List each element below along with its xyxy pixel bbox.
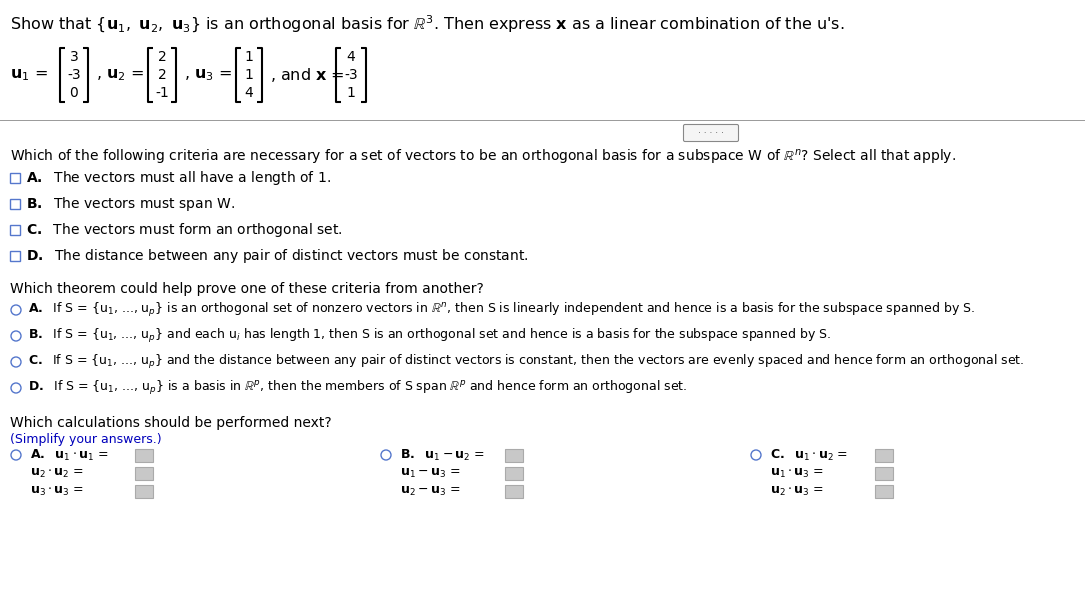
FancyBboxPatch shape: [10, 251, 20, 261]
Text: , and $\mathbf{x}$ =: , and $\mathbf{x}$ =: [270, 66, 345, 84]
FancyBboxPatch shape: [505, 484, 523, 498]
FancyBboxPatch shape: [505, 449, 523, 461]
Text: $\mathbf{C.}$  $\mathbf{u}_1 \cdot \mathbf{u}_2$ =: $\mathbf{C.}$ $\mathbf{u}_1 \cdot \mathb…: [770, 448, 848, 463]
FancyBboxPatch shape: [135, 484, 153, 498]
Circle shape: [751, 450, 761, 460]
Text: 4: 4: [244, 86, 254, 100]
Text: $\mathbf{u}_3 \cdot \mathbf{u}_3$ =: $\mathbf{u}_3 \cdot \mathbf{u}_3$ =: [30, 484, 84, 498]
Text: $\mathbf{u}_1$ =: $\mathbf{u}_1$ =: [10, 67, 48, 83]
Text: $\mathbf{B.}$  The vectors must span W.: $\mathbf{B.}$ The vectors must span W.: [26, 195, 235, 213]
Text: $\mathbf{B.}$  $\mathbf{u}_1 - \mathbf{u}_2$ =: $\mathbf{B.}$ $\mathbf{u}_1 - \mathbf{u}…: [400, 448, 485, 463]
FancyBboxPatch shape: [875, 466, 893, 480]
FancyBboxPatch shape: [875, 484, 893, 498]
Text: $\mathbf{u}_2 \cdot \mathbf{u}_3$ =: $\mathbf{u}_2 \cdot \mathbf{u}_3$ =: [770, 484, 824, 498]
Text: Which of the following criteria are necessary for a set of vectors to be an orth: Which of the following criteria are nece…: [10, 148, 956, 167]
Text: -1: -1: [155, 86, 169, 100]
Text: 1: 1: [244, 68, 254, 82]
Circle shape: [11, 383, 21, 393]
Text: $\mathbf{B.}$  If S = $\{$u$_1$, ..., u$_p$$\}$ and each u$_i$ has length 1, the: $\mathbf{B.}$ If S = $\{$u$_1$, ..., u$_…: [28, 327, 831, 345]
Text: 1: 1: [244, 50, 254, 64]
Circle shape: [11, 305, 21, 315]
Text: 1: 1: [346, 86, 356, 100]
Circle shape: [11, 357, 21, 367]
Text: $\mathbf{A.}$  The vectors must all have a length of 1.: $\mathbf{A.}$ The vectors must all have …: [26, 169, 331, 187]
Text: $\mathbf{D.}$  The distance between any pair of distinct vectors must be constan: $\mathbf{D.}$ The distance between any p…: [26, 247, 528, 265]
Text: Show that $\{\mathbf{u}_1,\ \mathbf{u}_2,\ \mathbf{u}_3\}$ is an orthogonal basi: Show that $\{\mathbf{u}_1,\ \mathbf{u}_2…: [10, 14, 844, 35]
Text: $\mathbf{u}_2 \cdot \mathbf{u}_2$ =: $\mathbf{u}_2 \cdot \mathbf{u}_2$ =: [30, 466, 84, 480]
Text: $\mathbf{u}_1 - \mathbf{u}_3$ =: $\mathbf{u}_1 - \mathbf{u}_3$ =: [400, 466, 460, 480]
FancyBboxPatch shape: [684, 124, 739, 141]
Text: 3: 3: [69, 50, 78, 64]
Text: Which theorem could help prove one of these criteria from another?: Which theorem could help prove one of th…: [10, 282, 484, 296]
FancyBboxPatch shape: [135, 449, 153, 461]
Circle shape: [11, 331, 21, 341]
Text: , $\mathbf{u}_2$ =: , $\mathbf{u}_2$ =: [95, 67, 144, 83]
Text: 4: 4: [346, 50, 356, 64]
Text: · · · · ·: · · · · ·: [698, 129, 724, 138]
Text: $\mathbf{A.}$  $\mathbf{u}_1 \cdot \mathbf{u}_1$ =: $\mathbf{A.}$ $\mathbf{u}_1 \cdot \mathb…: [30, 448, 108, 463]
FancyBboxPatch shape: [875, 449, 893, 461]
Text: $\mathbf{C.}$  If S = $\{$u$_1$, ..., u$_p$$\}$ and the distance between any pai: $\mathbf{C.}$ If S = $\{$u$_1$, ..., u$_…: [28, 353, 1024, 371]
Text: Which calculations should be performed next?: Which calculations should be performed n…: [10, 416, 332, 430]
Text: -3: -3: [67, 68, 80, 82]
FancyBboxPatch shape: [135, 466, 153, 480]
FancyBboxPatch shape: [10, 173, 20, 183]
Text: $\mathbf{C.}$  The vectors must form an orthogonal set.: $\mathbf{C.}$ The vectors must form an o…: [26, 221, 343, 239]
Text: 0: 0: [69, 86, 78, 100]
Text: 2: 2: [157, 50, 166, 64]
FancyBboxPatch shape: [10, 225, 20, 235]
Text: -3: -3: [344, 68, 358, 82]
Text: , $\mathbf{u}_3$ =: , $\mathbf{u}_3$ =: [184, 67, 232, 83]
Text: $\mathbf{u}_1 \cdot \mathbf{u}_3$ =: $\mathbf{u}_1 \cdot \mathbf{u}_3$ =: [770, 466, 824, 480]
FancyBboxPatch shape: [10, 199, 20, 209]
Circle shape: [381, 450, 391, 460]
Text: (Simplify your answers.): (Simplify your answers.): [10, 433, 162, 446]
FancyBboxPatch shape: [505, 466, 523, 480]
Text: $\mathbf{u}_2 - \mathbf{u}_3$ =: $\mathbf{u}_2 - \mathbf{u}_3$ =: [400, 484, 460, 498]
Text: $\mathbf{D.}$  If S = $\{$u$_1$, ..., u$_p$$\}$ is a basis in $\mathbb{R}^p$, th: $\mathbf{D.}$ If S = $\{$u$_1$, ..., u$_…: [28, 379, 687, 397]
Text: 2: 2: [157, 68, 166, 82]
Circle shape: [11, 450, 21, 460]
Text: $\mathbf{A.}$  If S = $\{$u$_1$, ..., u$_p$$\}$ is an orthogonal set of nonzero : $\mathbf{A.}$ If S = $\{$u$_1$, ..., u$_…: [28, 301, 975, 319]
